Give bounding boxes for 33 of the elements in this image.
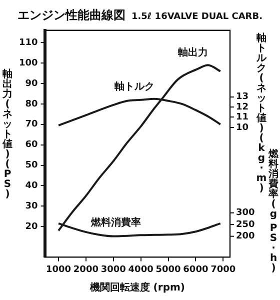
chart-title: エンジン性能曲線図 bbox=[17, 8, 126, 22]
x-tick-label: 6000 bbox=[183, 264, 208, 275]
series-label: 軸出力 bbox=[177, 46, 208, 59]
y2-tick-label: 10 bbox=[236, 122, 249, 133]
text: 軸トルク(ネット値)(kg·m) bbox=[256, 33, 267, 194]
x-tick-label: 2000 bbox=[73, 264, 98, 275]
y-tick-label: 30 bbox=[25, 201, 38, 212]
y-tick-label: 80 bbox=[25, 99, 38, 110]
text: 燃料消費率(g PS·h) bbox=[268, 149, 278, 274]
series-label: 燃料消費率 bbox=[90, 216, 141, 229]
y-tick-label: 60 bbox=[25, 140, 38, 150]
y-tick-label: 70 bbox=[25, 120, 38, 130]
y3-tick-label: 250 bbox=[236, 220, 255, 230]
x-tick-label: 3000 bbox=[100, 264, 126, 275]
text: 軸出力(ネット値)(PS) bbox=[2, 69, 12, 200]
x-tick-label: 5000 bbox=[156, 264, 181, 275]
y3-tick-label: 200 bbox=[236, 232, 255, 242]
y-tick-label: 100 bbox=[18, 58, 38, 68]
y2-tick-label: 13 bbox=[236, 92, 249, 102]
y-tick-label: 50 bbox=[25, 160, 38, 171]
x-tick-label: 7000 bbox=[210, 264, 236, 275]
y-tick-label: 20 bbox=[25, 222, 38, 232]
y-tick-label: 110 bbox=[18, 38, 38, 48]
series-label: 軸トルク bbox=[114, 80, 155, 92]
x-tick-label: 1000 bbox=[46, 264, 72, 275]
y2-tick-label: 11 bbox=[236, 112, 249, 123]
x-tick-label: 4000 bbox=[128, 264, 154, 275]
y-tick-label: 40 bbox=[25, 181, 38, 192]
chart-subtitle: 1.5ℓ 16VALVE DUAL CARB. bbox=[131, 12, 263, 22]
y-tick-label: 90 bbox=[25, 78, 38, 89]
y3-tick-label: 300 bbox=[236, 208, 255, 218]
y2-tick-label: 12 bbox=[236, 102, 249, 112]
x-axis-title: 機関回転速度 (rpm) bbox=[88, 282, 185, 294]
